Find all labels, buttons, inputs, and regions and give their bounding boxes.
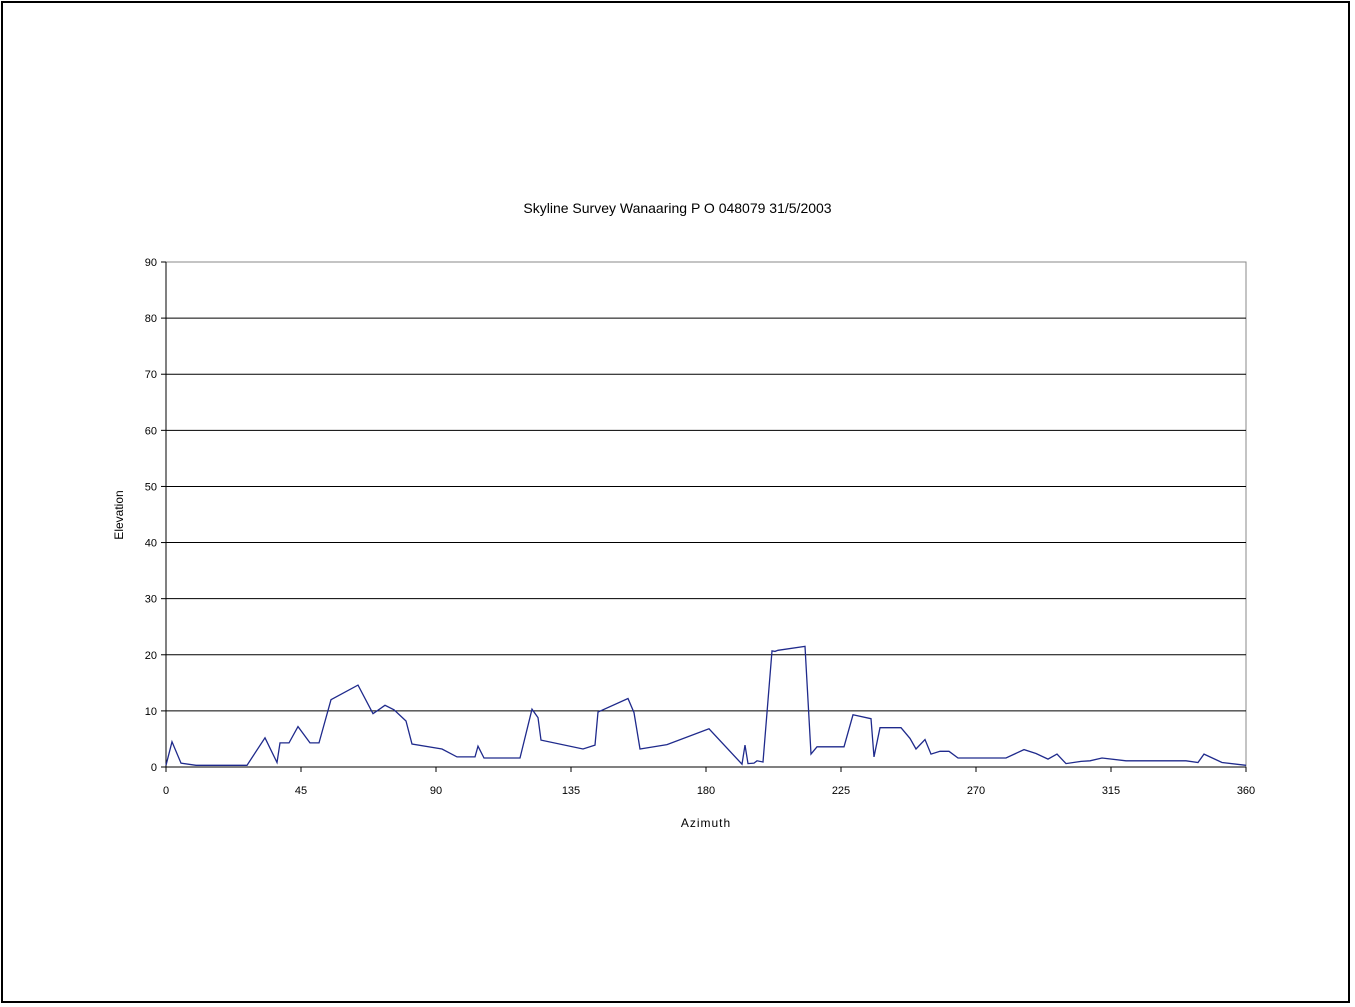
x-tick-label: 315 [1102, 785, 1120, 797]
y-tick-label: 70 [145, 369, 157, 381]
y-tick-label: 60 [145, 425, 157, 437]
y-tick-label: 50 [145, 481, 157, 493]
x-tick-label: 90 [430, 785, 442, 797]
series-line [165, 645, 1247, 766]
plot-border [165, 261, 1247, 768]
x-tick-label: 270 [967, 785, 985, 797]
y-tick-label: 80 [145, 313, 157, 325]
y-tick-label: 0 [151, 762, 157, 774]
y-tick-label: 40 [145, 538, 157, 550]
y-tick-label: 20 [145, 650, 157, 662]
x-tick-label: 360 [1237, 785, 1255, 797]
x-axis-label: Azimuth [680, 816, 732, 830]
y-tick-label: 10 [145, 706, 157, 718]
chart-title: Skyline Survey Wanaaring P O 048079 31/5… [523, 200, 832, 216]
x-tick-label: 225 [832, 785, 850, 797]
x-tick-label: 180 [697, 785, 715, 797]
x-tick-label: 135 [562, 785, 580, 797]
y-tick-label: 30 [145, 594, 157, 606]
y-tick-label: 90 [145, 257, 157, 269]
x-tick-label: 0 [163, 785, 169, 797]
x-tick-label: 45 [295, 785, 307, 797]
